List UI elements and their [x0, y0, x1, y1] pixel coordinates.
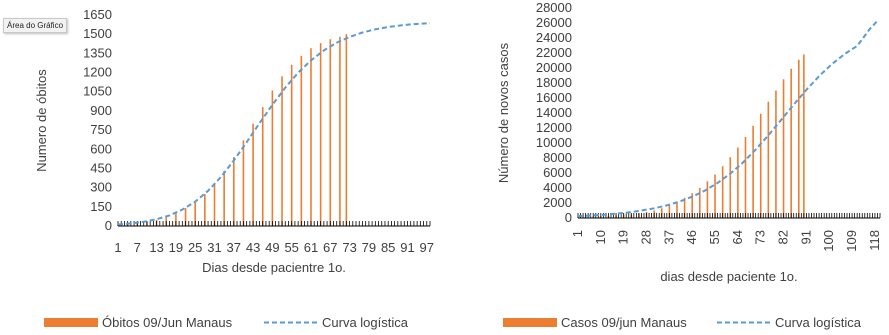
- x-tick-label: 49: [265, 240, 279, 255]
- y-tick-label: 600: [90, 141, 112, 156]
- legend: Casos 09/jun Manaus Curva logística: [503, 315, 862, 330]
- y-tick-label: 150: [90, 199, 112, 214]
- x-tick-label: 7: [134, 240, 141, 255]
- legend-curve-label: Curva logística: [322, 315, 409, 330]
- y-tick-label: 300: [90, 180, 112, 195]
- chart-casos[interactable]: 0200040006000800010000120001400016000180…: [496, 0, 882, 330]
- logistic-curve-line: [577, 20, 879, 218]
- y-tick-label: 18000: [536, 75, 572, 90]
- x-tick-label: 19: [169, 240, 183, 255]
- x-tick-label: 37: [227, 240, 241, 255]
- y-tick-label: 450: [90, 160, 112, 175]
- y-tick-label: 12000: [536, 120, 572, 135]
- y-axis-title: Número de novos casos: [496, 42, 511, 183]
- x-tick-label: 13: [149, 240, 163, 255]
- y-tick-label: 0: [565, 210, 572, 225]
- x-tick-label: 82: [776, 230, 791, 244]
- x-axis-title: Dias desde pacientre 1o.: [202, 260, 346, 275]
- x-tick-label: 67: [323, 240, 337, 255]
- x-tick-label: 109: [844, 230, 859, 252]
- x-tick-label: 61: [304, 240, 318, 255]
- y-tick-label: 0: [105, 218, 112, 233]
- x-tick-label: 10: [593, 230, 608, 244]
- x-tick-label: 46: [684, 230, 699, 244]
- y-tick-label: 10000: [536, 135, 572, 150]
- y-tick-label: 4000: [543, 180, 572, 195]
- y-tick-label: 28000: [536, 0, 572, 15]
- x-tick-label: 79: [362, 240, 376, 255]
- chart-obitos[interactable]: 0 150 300 450 600 750 900 1050 1200 1350 1500 1650 1…: [34, 7, 434, 330]
- x-tick-label: 37: [661, 230, 676, 244]
- x-tick-label: 1: [114, 240, 121, 255]
- y-tick-label: 16000: [536, 90, 572, 105]
- x-tick-label: 31: [207, 240, 221, 255]
- x-tick-label: 19: [616, 230, 631, 244]
- x-tick-label: 85: [381, 240, 395, 255]
- legend-bar-label: Óbitos 09/Jun Manaus: [102, 315, 233, 330]
- x-tick-label: 28: [639, 230, 654, 244]
- x-tick-label: 43: [246, 240, 260, 255]
- y-tick-label: 2000: [543, 195, 572, 210]
- legend-bar-swatch: [503, 318, 557, 327]
- x-tick-label: 91: [400, 240, 414, 255]
- x-tick-label: 55: [707, 230, 722, 244]
- x-tick-label: 1: [570, 230, 585, 237]
- y-tick-label: 1650: [83, 7, 112, 22]
- logistic-curve-line: [117, 22, 431, 226]
- x-tick-label: 73: [342, 240, 356, 255]
- x-tick-label: 97: [420, 240, 434, 255]
- y-tick-label: 1050: [83, 84, 112, 99]
- x-tick-label: 55: [284, 240, 298, 255]
- y-tick-label: 1350: [83, 45, 112, 60]
- y-tick-label: 20000: [536, 60, 572, 75]
- x-tick-label: 118: [867, 230, 882, 251]
- y-tick-label: 750: [90, 122, 112, 137]
- y-tick-label: 14000: [536, 105, 572, 120]
- y-tick-label: 6000: [543, 165, 572, 180]
- y-tick-label: 1200: [83, 65, 112, 80]
- x-tick-label: 91: [798, 230, 813, 244]
- y-tick-label: 1500: [83, 26, 112, 41]
- chart-area-tooltip: Área do Gráfico: [3, 18, 68, 33]
- legend: Óbitos 09/Jun Manaus Curva logística: [44, 315, 409, 330]
- y-tick-label: 22000: [536, 45, 572, 60]
- x-tick-label: 64: [730, 230, 745, 244]
- x-tick-label: 73: [753, 230, 768, 244]
- y-axis-title: Numero de óbitos: [34, 69, 49, 172]
- y-tick-label: 900: [90, 103, 112, 118]
- legend-bar-label: Casos 09/jun Manaus: [561, 315, 687, 330]
- legend-curve-label: Curva logística: [775, 315, 862, 330]
- y-tick-label: 26000: [536, 15, 572, 30]
- x-tick-label: 25: [188, 240, 202, 255]
- y-tick-label: 24000: [536, 30, 572, 45]
- x-axis-title: dias desde paciente 1o.: [660, 269, 797, 284]
- y-tick-label: 8000: [543, 150, 572, 165]
- x-tick-label: 100: [821, 230, 836, 252]
- legend-bar-swatch: [44, 318, 98, 327]
